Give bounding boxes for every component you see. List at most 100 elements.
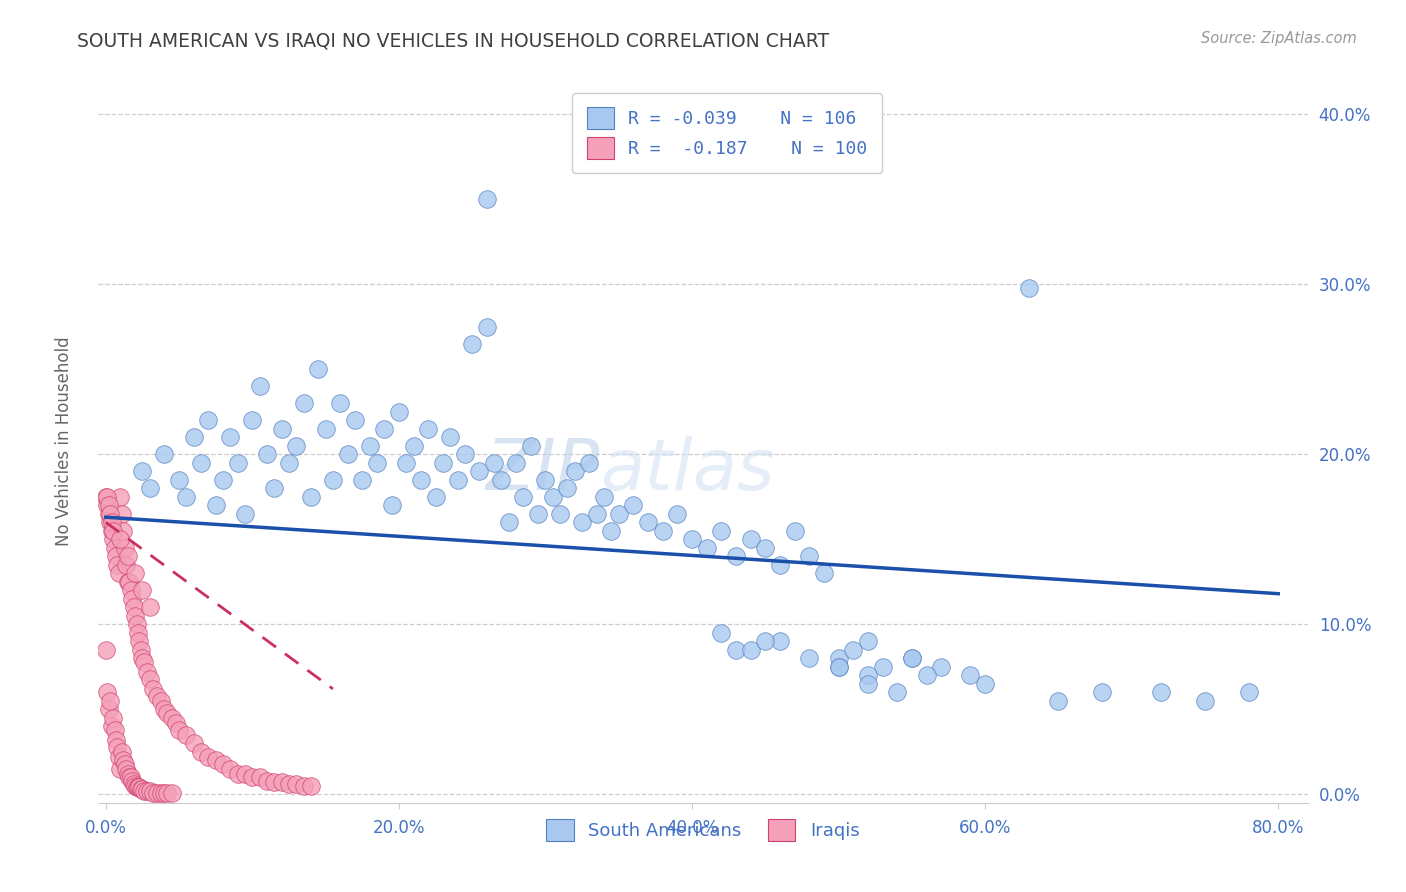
- Point: [105, 549, 128, 564]
- Text: SOUTH AMERICAN VS IRAQI NO VEHICLES IN HOUSEHOLD CORRELATION CHART: SOUTH AMERICAN VS IRAQI NO VEHICLES IN H…: [77, 31, 830, 50]
- Point: [132, 655, 155, 669]
- Point: [135, 665, 157, 679]
- Point: [856, 668, 879, 682]
- Point: [138, 784, 160, 798]
- Point: [256, 773, 278, 788]
- Point: [101, 711, 124, 725]
- Point: [1018, 281, 1040, 295]
- Point: [98, 516, 121, 530]
- Point: [769, 634, 792, 648]
- Point: [600, 524, 623, 538]
- Point: [127, 625, 149, 640]
- Point: [498, 516, 520, 530]
- Point: [842, 642, 865, 657]
- Point: [96, 490, 118, 504]
- Point: [167, 723, 190, 737]
- Point: [827, 660, 849, 674]
- Point: [446, 473, 468, 487]
- Point: [505, 456, 527, 470]
- Point: [112, 524, 135, 538]
- Point: [557, 481, 579, 495]
- Point: [285, 439, 308, 453]
- Point: [541, 490, 564, 504]
- Point: [97, 507, 120, 521]
- Point: [974, 677, 997, 691]
- Point: [125, 780, 148, 795]
- Point: [886, 685, 908, 699]
- Point: [292, 396, 315, 410]
- Point: [121, 591, 143, 606]
- Point: [352, 473, 374, 487]
- Point: [138, 600, 160, 615]
- Point: [585, 507, 607, 521]
- Point: [150, 786, 173, 800]
- Point: [190, 745, 212, 759]
- Point: [724, 549, 747, 564]
- Point: [197, 750, 219, 764]
- Point: [98, 694, 121, 708]
- Point: [120, 583, 142, 598]
- Point: [107, 558, 129, 572]
- Point: [439, 430, 461, 444]
- Point: [212, 756, 235, 771]
- Point: [527, 507, 550, 521]
- Point: [872, 660, 894, 674]
- Point: [754, 634, 776, 648]
- Point: [240, 770, 263, 784]
- Point: [101, 533, 124, 547]
- Point: [100, 524, 122, 538]
- Point: [813, 566, 835, 581]
- Text: atlas: atlas: [600, 436, 775, 505]
- Point: [101, 524, 124, 538]
- Point: [491, 473, 513, 487]
- Point: [226, 456, 249, 470]
- Point: [97, 498, 120, 512]
- Point: [263, 775, 285, 789]
- Point: [94, 642, 117, 657]
- Point: [176, 490, 198, 504]
- Point: [380, 498, 402, 512]
- Point: [432, 456, 454, 470]
- Point: [856, 677, 879, 691]
- Point: [710, 625, 733, 640]
- Point: [402, 439, 425, 453]
- Point: [278, 777, 301, 791]
- Point: [740, 642, 762, 657]
- Point: [212, 473, 235, 487]
- Point: [138, 481, 160, 495]
- Point: [115, 762, 138, 776]
- Point: [165, 715, 187, 730]
- Point: [108, 750, 131, 764]
- Point: [111, 507, 134, 521]
- Point: [696, 541, 718, 555]
- Point: [100, 719, 122, 733]
- Point: [425, 490, 447, 504]
- Point: [249, 770, 271, 784]
- Point: [124, 608, 146, 623]
- Point: [146, 786, 169, 800]
- Point: [120, 770, 142, 784]
- Point: [132, 784, 155, 798]
- Point: [124, 566, 146, 581]
- Text: Source: ZipAtlas.com: Source: ZipAtlas.com: [1201, 31, 1357, 46]
- Point: [637, 516, 659, 530]
- Point: [366, 456, 388, 470]
- Point: [110, 490, 132, 504]
- Point: [468, 464, 491, 478]
- Point: [754, 541, 776, 555]
- Point: [135, 784, 157, 798]
- Point: [190, 456, 212, 470]
- Point: [681, 533, 703, 547]
- Point: [142, 786, 165, 800]
- Point: [176, 728, 198, 742]
- Point: [564, 464, 586, 478]
- Point: [740, 533, 762, 547]
- Y-axis label: No Vehicles in Household: No Vehicles in Household: [55, 336, 73, 547]
- Point: [278, 456, 301, 470]
- Point: [183, 736, 205, 750]
- Point: [129, 642, 152, 657]
- Point: [901, 651, 924, 665]
- Point: [769, 558, 792, 572]
- Point: [146, 689, 169, 703]
- Point: [128, 780, 150, 795]
